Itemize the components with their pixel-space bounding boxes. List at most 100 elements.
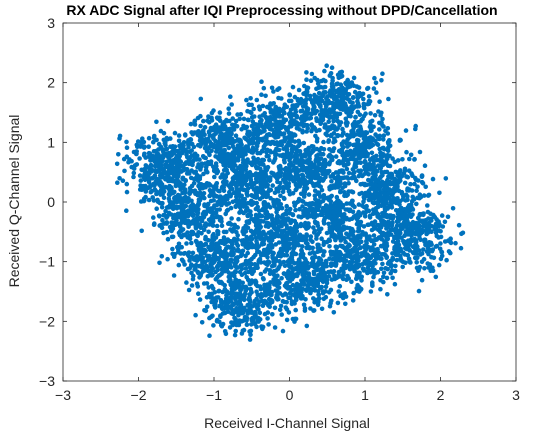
scatter-point: [326, 274, 332, 279]
scatter-point: [248, 241, 254, 246]
scatter-point: [269, 238, 275, 243]
scatter-point: [190, 229, 196, 235]
scatter-point: [303, 297, 308, 302]
scatter-point: [202, 195, 207, 201]
scatter-point: [215, 231, 221, 237]
scatter-point: [427, 262, 433, 267]
scatter-point: [321, 139, 326, 145]
scatter-point: [262, 260, 267, 265]
scatter-point: [262, 282, 267, 288]
scatter-point: [155, 157, 161, 163]
scatter-point: [276, 264, 282, 270]
scatter-point: [310, 239, 315, 245]
scatter-point: [438, 256, 444, 262]
scatter-point: [194, 262, 199, 268]
scatter-point: [254, 97, 260, 103]
scatter-point: [430, 268, 436, 274]
scatter-point: [233, 133, 239, 138]
scatter-point: [439, 213, 445, 218]
scatter-point: [303, 220, 308, 226]
scatter-point: [290, 84, 296, 90]
scatter-point: [336, 111, 341, 117]
scatter-point: [243, 266, 249, 271]
scatter-point: [342, 101, 348, 106]
scatter-point: [417, 224, 422, 229]
scatter-point: [259, 92, 264, 97]
scatter-point: [298, 223, 304, 229]
scatter-point: [158, 128, 164, 134]
scatter-point: [188, 154, 193, 160]
scatter-point: [380, 71, 385, 76]
scatter-point: [277, 119, 283, 125]
scatter-point: [299, 247, 304, 253]
scatter-point: [419, 173, 425, 178]
scatter-point: [192, 130, 197, 135]
scatter-point: [422, 266, 427, 271]
scatter-point: [411, 197, 417, 202]
scatter-point: [159, 186, 165, 191]
scatter-point: [146, 177, 152, 183]
scatter-point: [362, 164, 367, 170]
scatter-point: [241, 123, 246, 129]
scatter-point: [167, 203, 173, 208]
scatter-point: [234, 259, 239, 264]
scatter-point: [260, 251, 266, 256]
scatter-point: [319, 78, 324, 84]
scatter-point: [337, 274, 342, 279]
scatter-point: [156, 141, 162, 147]
scatter-point: [371, 233, 377, 238]
scatter-point: [287, 206, 293, 212]
scatter-point: [380, 116, 385, 122]
scatter-point: [381, 252, 387, 257]
scatter-point: [265, 310, 271, 315]
scatter-point: [146, 135, 152, 141]
scatter-point: [301, 167, 306, 173]
scatter-point: [257, 196, 263, 202]
scatter-point: [367, 157, 373, 163]
scatter-point: [170, 246, 175, 252]
scatter-point: [206, 229, 211, 235]
scatter-point: [323, 203, 329, 208]
scatter-point: [438, 241, 443, 246]
scatter-point: [189, 240, 194, 246]
scatter-point: [184, 167, 190, 172]
scatter-point: [323, 171, 329, 177]
scatter-point: [226, 252, 231, 257]
scatter-point: [179, 244, 184, 250]
scatter-point: [299, 172, 305, 178]
scatter-point: [385, 148, 391, 153]
scatter-point: [300, 159, 305, 165]
scatter-point: [323, 294, 329, 300]
scatter-point: [217, 188, 222, 194]
scatter-point: [204, 204, 210, 209]
scatter-point: [306, 192, 312, 197]
scatter-point: [317, 179, 322, 184]
scatter-point: [351, 290, 357, 296]
scatter-point: [241, 204, 247, 209]
scatter-point: [332, 256, 338, 262]
scatter-point: [378, 286, 383, 292]
scatter-point: [337, 249, 343, 255]
scatter-point: [308, 115, 314, 121]
scatter-point: [209, 245, 215, 250]
scatter-point: [202, 250, 207, 256]
scatter-point: [129, 158, 134, 164]
scatter-point: [272, 150, 277, 155]
scatter-point: [117, 176, 122, 181]
scatter-point: [196, 201, 202, 207]
scatter-point: [431, 212, 436, 218]
scatter-point: [410, 244, 416, 250]
scatter-point: [438, 234, 444, 240]
scatter-point: [189, 183, 195, 189]
scatter-point: [377, 192, 382, 198]
scatter-point: [279, 312, 285, 317]
scatter-point: [261, 124, 267, 130]
scatter-point: [141, 174, 146, 180]
scatter-point: [305, 85, 311, 91]
scatter-point: [278, 193, 283, 199]
scatter-point: [355, 148, 361, 154]
scatter-point: [437, 228, 442, 233]
scatter-point: [302, 282, 307, 287]
scatter-point: [295, 173, 301, 178]
scatter-point: [331, 139, 336, 145]
